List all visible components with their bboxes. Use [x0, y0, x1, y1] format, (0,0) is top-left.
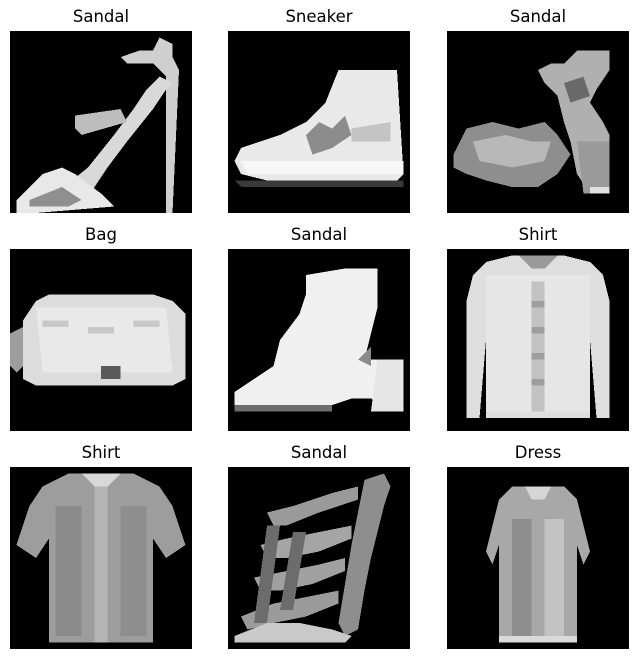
sandal-figure-4	[228, 467, 410, 649]
item-label-4: Bag	[85, 225, 117, 244]
item-label-5: Sandal	[290, 225, 348, 244]
dress-image	[447, 467, 629, 649]
item-label-7: Shirt	[81, 443, 121, 462]
sneaker-image	[228, 31, 410, 213]
sneaker-figure	[228, 31, 410, 213]
shirt-image-1	[447, 249, 629, 431]
item-label-9: Dress	[514, 443, 562, 462]
item-label-6: Shirt	[518, 225, 558, 244]
sandal-image-1	[10, 31, 192, 213]
sandal-image-2	[447, 31, 629, 213]
shirt-figure-2	[10, 467, 192, 649]
sandal-figure-1	[10, 31, 192, 213]
bag-figure	[10, 249, 192, 431]
shirt-image-2	[10, 467, 192, 649]
sandal-image-3	[228, 249, 410, 431]
item-label-3: Sandal	[509, 7, 567, 26]
item-label-1: Sandal	[72, 7, 130, 26]
shirt-figure-1	[447, 249, 629, 431]
dress-figure	[447, 467, 629, 649]
item-label-8: Sandal	[290, 443, 348, 462]
sandal-image-4	[228, 467, 410, 649]
sandal-figure-2	[447, 31, 629, 213]
item-label-2: Sneaker	[285, 7, 353, 26]
bag-image	[10, 249, 192, 431]
sandal-figure-3	[228, 249, 410, 431]
